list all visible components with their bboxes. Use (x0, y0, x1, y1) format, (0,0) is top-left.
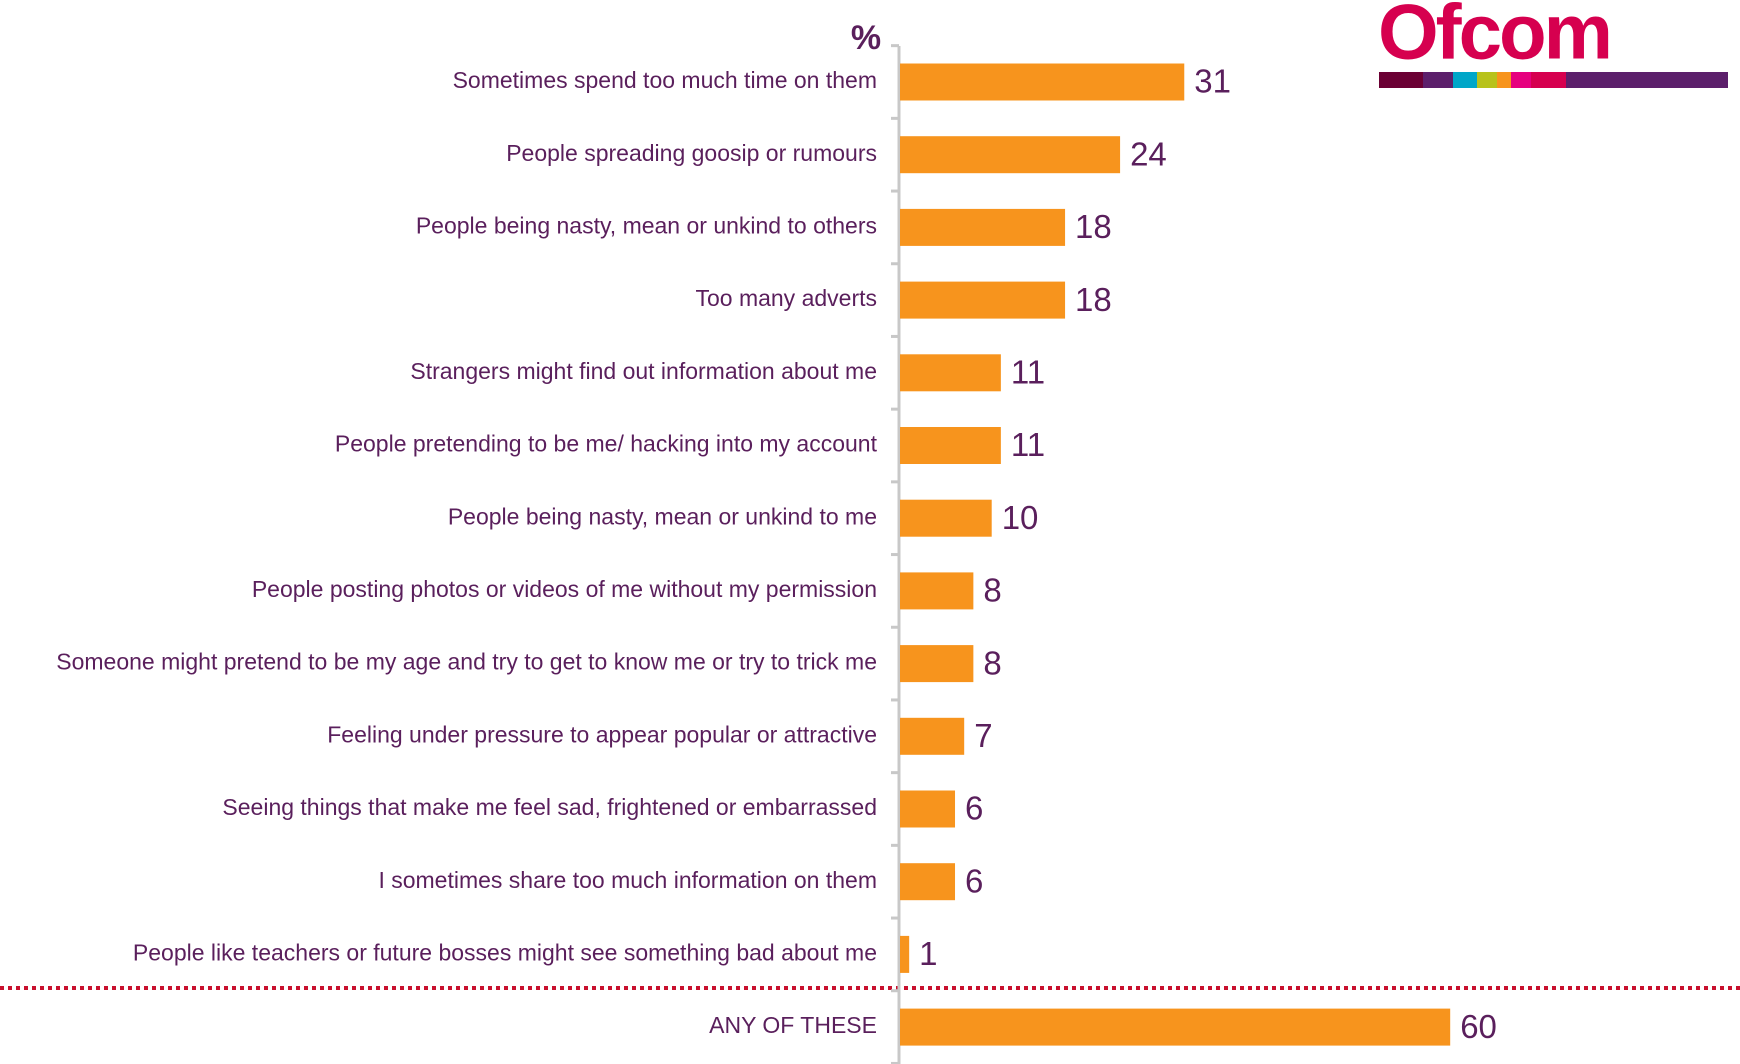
value-label: 24 (1130, 135, 1167, 172)
value-label: 10 (1002, 499, 1039, 536)
category-label: Someone might pretend to be my age and t… (56, 649, 877, 675)
logo-stripe (1511, 72, 1531, 88)
logo-stripe (1566, 72, 1728, 88)
category-label: Strangers might find out information abo… (410, 358, 877, 384)
category-label: I sometimes share too much information o… (378, 867, 877, 893)
bar (900, 863, 956, 901)
value-label: 8 (983, 644, 1001, 681)
value-label: 11 (1011, 426, 1045, 463)
bar (900, 354, 1001, 392)
category-label: People spreading goosip or rumours (506, 140, 877, 166)
logo-stripe (1379, 72, 1423, 88)
category-label: Too many adverts (695, 285, 877, 311)
bar (900, 136, 1121, 174)
category-label: People being nasty, mean or unkind to me (448, 503, 877, 529)
category-label: People posting photos or videos of me wi… (252, 576, 877, 602)
logo-text: Ofcom (1378, 0, 1610, 76)
logo-stripe (1497, 72, 1511, 88)
category-label: Feeling under pressure to appear popular… (327, 721, 877, 747)
bar (900, 717, 965, 755)
category-label: People being nasty, mean or unkind to ot… (416, 212, 877, 238)
value-label: 6 (965, 862, 983, 899)
bar (900, 1008, 1451, 1046)
bar (900, 281, 1066, 319)
logo-stripe (1453, 72, 1477, 88)
value-label: 18 (1075, 281, 1112, 318)
bar (900, 208, 1066, 246)
value-label: 60 (1460, 1008, 1497, 1045)
value-label: 7 (974, 717, 992, 754)
category-label: People like teachers or future bosses mi… (133, 939, 877, 965)
bar (900, 790, 956, 828)
category-label: People pretending to be me/ hacking into… (335, 431, 878, 457)
logo-stripe (1477, 72, 1497, 88)
bar (900, 645, 974, 683)
value-label: 6 (965, 790, 983, 827)
logo-stripe (1423, 72, 1453, 88)
category-label: Sometimes spend too much time on them (453, 67, 877, 93)
bar (900, 935, 910, 973)
bar (900, 427, 1001, 464)
logo-stripe (1531, 72, 1566, 88)
axis-label: % (851, 19, 881, 57)
category-label: ANY OF THESE (709, 1012, 877, 1038)
value-label: 31 (1194, 63, 1231, 100)
value-label: 18 (1075, 208, 1112, 245)
category-label: Seeing things that make me feel sad, fri… (222, 794, 877, 820)
bar (900, 63, 1185, 101)
value-label: 8 (983, 572, 1001, 609)
value-label: 1 (919, 935, 937, 972)
bar (900, 572, 974, 610)
value-label: 11 (1011, 354, 1045, 391)
logo: Ofcom (1378, 0, 1728, 88)
bar (900, 499, 992, 537)
